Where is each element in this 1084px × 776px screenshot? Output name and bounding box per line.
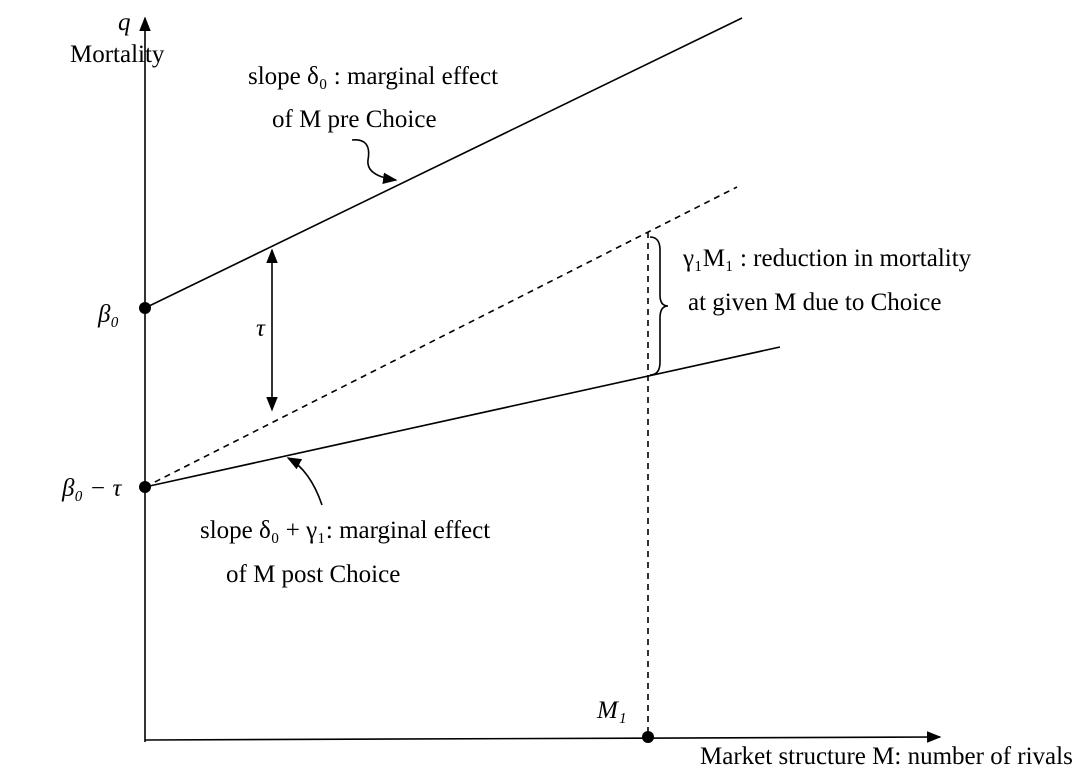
post-choice-line [144, 346, 781, 488]
x-axis [144, 731, 942, 743]
post-choice-text: of M post Choice [226, 561, 400, 588]
y-label: Mortality [70, 41, 165, 68]
beta0-minus-tau-label: β₀ − τ [61, 475, 123, 502]
pre-choice-text: slope δ₀ : marginal effect [248, 63, 498, 90]
brace [649, 236, 669, 376]
y-symbol: q [118, 9, 131, 36]
m1-label: M₁ [596, 697, 627, 724]
tau-label: τ [256, 315, 266, 342]
counterfactual-line [144, 186, 738, 488]
beta0-label: β₀ [97, 301, 119, 328]
pre-choice-text: of M pre Choice [272, 106, 437, 133]
beta0-point [139, 302, 151, 314]
reduction-text: at given M due to Choice [688, 289, 941, 316]
post-choice-pointer [286, 457, 323, 506]
pre-choice-pointer [351, 139, 398, 184]
reduction-text: γ₁M₁ : reduction in mortality [682, 245, 972, 272]
pre-choice-line [144, 17, 743, 309]
post-choice-text: slope δ₀ + γ₁: marginal effect [200, 517, 490, 544]
m1-point [642, 731, 654, 743]
beta0-minus-tau-point [139, 481, 151, 493]
x-label: Market structure M: number of rivals [700, 743, 1073, 770]
